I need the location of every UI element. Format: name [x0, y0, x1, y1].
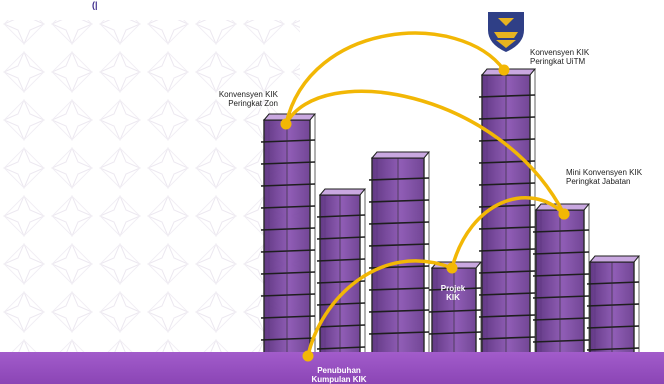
arrow-zon-to-uitm: [284, 31, 506, 126]
pillar-uitm: [478, 68, 537, 357]
pillar-jabatan: [532, 203, 591, 357]
pillar-2: [316, 188, 367, 357]
pillar-group: [260, 68, 641, 357]
pillar-zon: [260, 113, 317, 357]
purple-floor-band: [0, 352, 664, 384]
university-crest-icon: [488, 12, 524, 52]
pillar-7: [586, 255, 641, 357]
background-pattern-area: [0, 20, 300, 355]
label-konvensyen-zon: Konvensyen KIK Peringkat Zon: [218, 90, 278, 108]
pillar-3: [368, 151, 431, 357]
pillar-projek: [428, 261, 483, 357]
label-penubuhan-kumpulan: Penubuhan Kumpulan KIK: [311, 366, 367, 384]
arrow-zon-to-jabatan-endpoint: [558, 208, 570, 220]
label-mini-konvensyen-jabatan: Mini Konvensyen KIK Peringkat Jabatan: [566, 168, 643, 186]
arrow-group: [280, 31, 570, 362]
arrow-zon-to-jabatan: [284, 89, 566, 216]
label-projek-kik: Projek KIK: [440, 284, 466, 302]
header-mark: (|: [92, 0, 98, 10]
label-konvensyen-uitm: Konvensyen KIK Peringkat UiTM: [530, 48, 590, 66]
arrow-penubuhan-to-projek-startpoint: [302, 350, 314, 362]
arrow-zon-to-uitm-endpoint: [498, 64, 510, 76]
arrow-penubuhan-to-projek: [306, 259, 454, 358]
arrow-projek-to-jabatan: [450, 196, 566, 270]
